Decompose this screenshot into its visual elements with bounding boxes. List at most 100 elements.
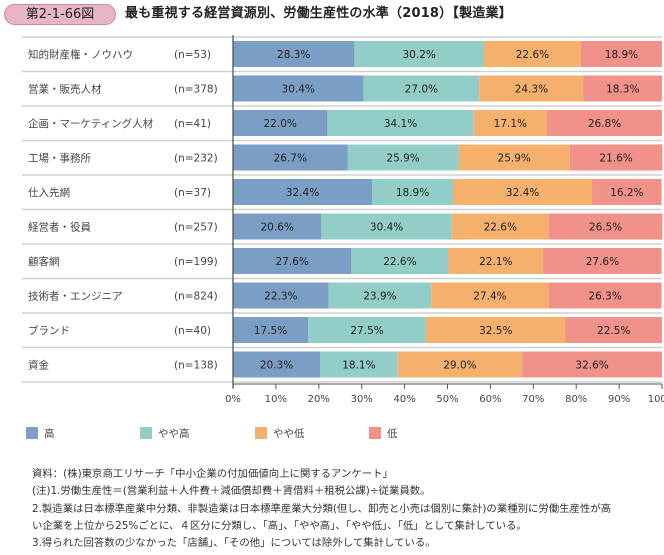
x-tick-label: 20%	[308, 394, 330, 405]
x-tick-label: 50%	[436, 394, 458, 405]
bar-segment	[547, 110, 662, 136]
bar-segment	[233, 144, 348, 171]
data-label: 32.4%	[286, 187, 319, 199]
legend-label: 低	[387, 427, 398, 440]
data-label: 24.3%	[515, 84, 548, 96]
data-label: 32.5%	[479, 325, 512, 337]
data-label: 32.4%	[506, 187, 539, 199]
category-label: 企画・マーケティング人材	[28, 117, 154, 130]
x-tick-label: 40%	[393, 394, 415, 405]
bar-segment	[351, 248, 449, 274]
bar-segment	[233, 110, 328, 136]
note-3: 3.得られた回答数の少なかった「店舗」、「その他」については除外して集計している…	[32, 537, 436, 550]
bar-segment	[363, 75, 480, 102]
data-label: 26.8%	[588, 118, 621, 130]
data-label: 32.6%	[575, 360, 608, 372]
data-label: 25.9%	[498, 153, 531, 165]
bar-segment	[565, 317, 662, 343]
bar-segment	[448, 248, 544, 274]
bar-segment	[583, 75, 662, 102]
sample-size-label: (n=257)	[174, 222, 218, 234]
data-label: 30.4%	[370, 222, 403, 234]
category-label: 営業・販売人材	[28, 83, 102, 96]
note-2: 2.製造業は日本標準産業中分類、非製造業は日本標準産業大分類(但し、卸売と小売は…	[32, 502, 612, 515]
data-label: 22.6%	[516, 49, 549, 61]
bar-segment	[321, 213, 452, 240]
bar-segment	[233, 317, 309, 343]
sample-size-label: (n=53)	[174, 49, 211, 61]
bar-segment	[431, 282, 549, 309]
data-label: 27.6%	[586, 256, 619, 268]
figure-number-badge: 第2-1-66図	[4, 4, 116, 25]
legend: 高 やや高 やや低 低	[26, 427, 398, 440]
category-label: 技術者・エンジニア	[28, 290, 123, 303]
data-label: 17.5%	[254, 325, 287, 337]
notes: 資料：(株)東京商工リサーチ「中小企業の付加価値向上に関するアンケート」 (注)…	[32, 466, 611, 552]
data-label: 22.0%	[264, 118, 297, 130]
bar-segment	[233, 351, 321, 378]
bar-segment	[473, 110, 548, 136]
legend-label: やや高	[158, 427, 190, 440]
sample-size-label: (n=199)	[174, 256, 218, 268]
stacked-bar-chart: 知的財産権・ノウハウ (n=53) 営業・販売人材 (n=378) 企画・マーケティング…	[22, 35, 664, 440]
legend-label: やや低	[273, 427, 305, 440]
bar-segment	[354, 41, 484, 67]
x-tick-label: 70%	[522, 394, 544, 405]
data-label: 27.6%	[276, 256, 309, 268]
sample-size-label: (n=138)	[174, 360, 218, 372]
legend-label: 高	[44, 427, 55, 440]
category-label: 工場・事務所	[28, 152, 91, 165]
data-label: 22.6%	[383, 256, 416, 268]
data-label: 28.3%	[277, 49, 310, 61]
category-label: 経営者・役員	[28, 221, 91, 234]
bar-segment	[233, 75, 364, 102]
bar-segment	[451, 213, 549, 240]
legend-swatch	[26, 427, 38, 439]
bar-segment	[548, 213, 663, 240]
data-label: 22.6%	[484, 222, 517, 234]
bar-segment	[479, 75, 584, 102]
bar-segment	[483, 41, 581, 67]
chart-title: 最も重視する経営資源別、労働生産性の水準（2018）【製造業】	[125, 6, 512, 21]
data-label: 22.1%	[479, 256, 512, 268]
data-label: 34.1%	[384, 118, 417, 130]
data-label: 30.4%	[282, 84, 315, 96]
bar-segment	[233, 41, 355, 67]
bar-segment	[426, 317, 566, 343]
bar-segment	[569, 144, 663, 171]
bar-segment	[458, 144, 570, 171]
bar-segment	[543, 248, 662, 274]
data-label: 26.7%	[274, 153, 307, 165]
data-label: 23.9%	[363, 291, 396, 303]
note-2-cont: い企業を上位から25%ごとに、４区分に分類し、「高」、「やや高」、「やや低」、「…	[32, 519, 527, 532]
sample-size-label: (n=37)	[174, 187, 211, 199]
x-tick-label: 100%	[648, 394, 664, 405]
category-label: ブランド	[28, 324, 70, 337]
sample-size-label: (n=232)	[174, 153, 218, 165]
x-tick-label: 60%	[479, 394, 501, 405]
data-label: 29.0%	[443, 360, 476, 372]
sample-size-label: (n=824)	[174, 291, 218, 303]
x-tick-label: 10%	[265, 394, 287, 405]
x-tick-label: 0%	[225, 394, 241, 405]
data-label: 26.5%	[589, 222, 622, 234]
bar-segment	[592, 179, 662, 205]
source-note: 資料：(株)東京商工リサーチ「中小企業の付加価値向上に関するアンケート」	[32, 468, 393, 480]
data-label: 21.6%	[599, 153, 632, 165]
x-tick-label: 30%	[351, 394, 373, 405]
x-tick-label: 80%	[565, 394, 587, 405]
bar-segment	[580, 41, 662, 67]
bar-segment	[233, 213, 322, 240]
sample-size-label: (n=40)	[174, 325, 211, 337]
bar-segment	[347, 144, 459, 171]
data-label: 27.5%	[350, 325, 383, 337]
bar-segment	[233, 179, 372, 205]
category-label: 資金	[28, 359, 49, 372]
bar-segment	[233, 282, 329, 309]
data-label: 18.9%	[605, 49, 638, 61]
category-rows: 知的財産権・ノウハウ (n=53) 営業・販売人材 (n=378) 企画・マーケティング…	[22, 36, 662, 383]
bar-segment	[320, 351, 398, 378]
data-label: 18.1%	[342, 360, 375, 372]
bar-segment	[548, 282, 662, 309]
legend-swatch	[140, 427, 152, 439]
